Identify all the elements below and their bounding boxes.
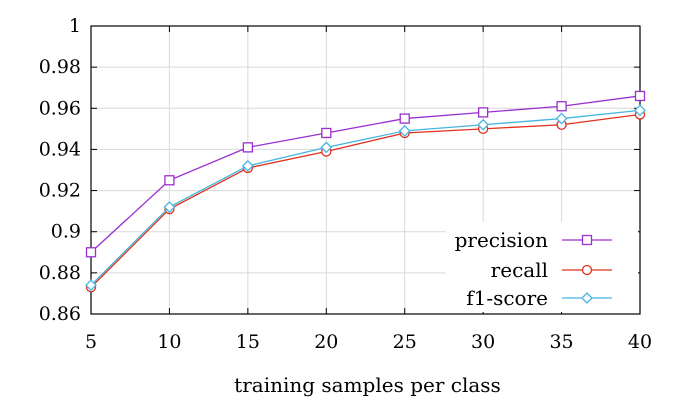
y-tick-label: 0.86 (39, 303, 81, 325)
y-tick-label: 0.98 (39, 56, 81, 78)
data-point-f1-score (85, 279, 97, 292)
data-point-precision (242, 142, 254, 153)
y-tick-label: 1 (69, 15, 81, 37)
y-tick-label: 0.96 (39, 97, 81, 119)
y-tick-label: 0.94 (39, 138, 81, 160)
series-group (85, 90, 646, 293)
x-tick-label: 15 (236, 331, 260, 353)
legend-background (446, 222, 638, 312)
data-point-f1-score (634, 104, 646, 117)
data-point-f1-score (320, 141, 333, 154)
legend-marker-f1-score (581, 292, 593, 304)
series-line-f1-score (90, 109, 641, 286)
x-tick-label: 5 (85, 331, 97, 353)
data-point-precision (164, 175, 175, 186)
data-point-f1-score (477, 118, 490, 131)
series-f1-score (85, 104, 646, 292)
series-line-recall (90, 113, 641, 288)
y-tick-label: 0.88 (39, 262, 81, 284)
x-axis-title: training samples per class (234, 373, 501, 397)
data-point-precision (399, 113, 410, 124)
x-tick-label: 40 (628, 331, 652, 353)
legend: precision recall f1-score (446, 222, 638, 312)
data-point-f1-score (555, 112, 568, 125)
data-point-f1-score (163, 201, 176, 213)
series-precision (85, 90, 646, 258)
plot-frame (90, 25, 641, 315)
series-line-precision (90, 95, 641, 253)
y-tick-label: 0.9 (51, 221, 81, 243)
x-tick-label: 25 (393, 331, 417, 353)
legend-label-precision: precision (455, 228, 548, 252)
data-point-precision (85, 247, 97, 258)
legend-marker-recall (581, 264, 593, 276)
x-tick-label: 10 (157, 331, 181, 353)
legend-label-recall: recall (491, 258, 548, 282)
x-tick-label: 20 (314, 331, 338, 353)
data-point-precision (477, 107, 489, 118)
data-point-f1-score (241, 159, 254, 172)
x-tick-label: 30 (471, 331, 495, 353)
data-point-precision (556, 101, 567, 112)
x-tick-label: 35 (549, 331, 573, 353)
legend-label-f1-score: f1-score (466, 286, 548, 310)
data-point-precision (634, 90, 646, 102)
data-point-precision (321, 127, 332, 139)
y-tick-label: 0.92 (39, 180, 81, 202)
data-point-f1-score (398, 124, 411, 137)
legend-marker-precision (581, 234, 593, 246)
